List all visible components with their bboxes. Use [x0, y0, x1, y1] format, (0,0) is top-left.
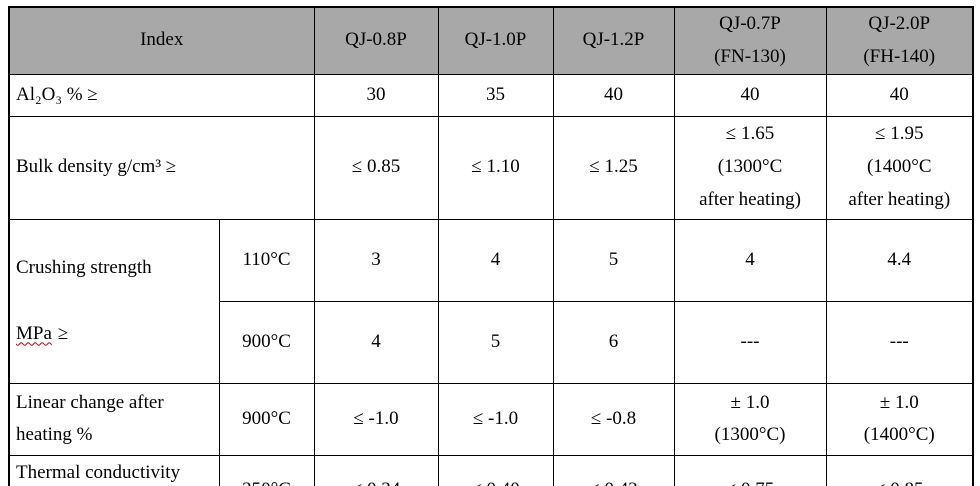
- header-col-qj-1-0p: QJ-1.0P: [437, 6, 554, 75]
- cell-crushing-110-2: 4: [437, 218, 554, 302]
- row-bulk-density: Bulk density g/cm³ ≥ ≤ 0.85 ≤ 1.10 ≤ 1.2…: [8, 115, 974, 220]
- crushing-strength-label-line1: Crushing strength: [16, 257, 152, 279]
- header-col-qj-0-7p: QJ-0.7P (FN-130): [673, 6, 827, 75]
- row-label-bulk-density: Bulk density g/cm³ ≥: [8, 115, 315, 220]
- cell-bulk-density-2: ≤ 1.10: [437, 115, 554, 220]
- condition-900c: 900°C: [218, 300, 315, 384]
- cell-al2o3-1: 30: [313, 73, 439, 117]
- row-thermal-conductivity: Thermal conductivity W/(m.k) 350°C ≤ 0.3…: [8, 454, 974, 486]
- header-row: Index QJ-0.8P QJ-1.0P QJ-1.2P QJ-0.7P (F…: [8, 6, 974, 75]
- cell-bulk-density-1: ≤ 0.85: [313, 115, 439, 220]
- cell-bulk-density-4: ≤ 1.65 (1300°C after heating): [673, 115, 827, 220]
- cell-thermal-5: ≤ 0.85: [825, 454, 974, 486]
- row-label-al2o3: Al₂O₃ % ≥: [8, 73, 315, 117]
- cell-crushing-900-2: 5: [437, 300, 554, 384]
- misspelled-word: MPa: [16, 322, 52, 344]
- cell-crushing-900-4: ---: [673, 300, 827, 384]
- cell-thermal-2: ≤ 0.40: [437, 454, 554, 486]
- cell-thermal-1: ≤ 0.34: [313, 454, 439, 486]
- header-col-qj-0-8p: QJ-0.8P: [313, 6, 439, 75]
- row-crushing-strength-900c: 900°C 4 5 6 --- ---: [9, 300, 974, 384]
- geq-symbol: ≥: [57, 322, 69, 344]
- condition-350c: 350°C: [218, 454, 315, 486]
- row-label-crushing-strength: Crushing strength MPa ≥: [8, 218, 220, 384]
- crushing-strength-label-line2: MPa ≥: [16, 318, 213, 351]
- cell-al2o3-5: 40: [825, 73, 974, 117]
- row-crushing-strength-110c: Crushing strength MPa ≥ 110°C 3 4 5 4 4.4: [8, 218, 974, 384]
- cell-thermal-4: ≤ 0.75: [673, 454, 827, 486]
- cell-bulk-density-3: ≤ 1.25: [552, 115, 675, 220]
- header-col-qj-1-2p: QJ-1.2P: [552, 6, 675, 75]
- row-label-thermal-conductivity: Thermal conductivity W/(m.k): [8, 454, 220, 486]
- cell-crushing-900-5: ---: [825, 300, 974, 384]
- cell-linear-4: ± 1.0 (1300°C): [673, 382, 827, 456]
- cell-bulk-density-5: ≤ 1.95 (1400°C after heating): [825, 115, 974, 220]
- cell-linear-2: ≤ -1.0: [437, 382, 554, 456]
- cell-linear-5: ± 1.0 (1400°C): [825, 382, 974, 456]
- cell-crushing-110-3: 5: [552, 218, 675, 302]
- row-label-linear-change: Linear change after heating %: [8, 382, 220, 456]
- cell-crushing-900-3: 6: [552, 300, 675, 384]
- cell-al2o3-3: 40: [552, 73, 675, 117]
- cell-linear-1: ≤ -1.0: [313, 382, 439, 456]
- cell-crushing-110-1: 3: [313, 218, 439, 302]
- header-col-qj-2-0p: QJ-2.0P (FH-140): [825, 6, 974, 75]
- cell-al2o3-2: 35: [437, 73, 554, 117]
- cell-crushing-110-4: 4: [673, 218, 827, 302]
- condition-linear-900c: 900°C: [218, 382, 315, 456]
- condition-110c: 110°C: [218, 218, 315, 302]
- cell-al2o3-4: 40: [673, 73, 827, 117]
- header-index: Index: [8, 6, 315, 75]
- cell-crushing-900-1: 4: [313, 300, 439, 384]
- row-linear-change: Linear change after heating % 900°C ≤ -1…: [8, 382, 974, 456]
- cell-linear-3: ≤ -0.8: [552, 382, 675, 456]
- cell-thermal-3: ≤ 0.42: [552, 454, 675, 486]
- row-al2o3: Al₂O₃ % ≥ 30 35 40 40 40: [8, 73, 974, 117]
- cell-crushing-110-5: 4.4: [825, 218, 974, 302]
- product-spec-table: Index QJ-0.8P QJ-1.0P QJ-1.2P QJ-0.7P (F…: [8, 6, 974, 486]
